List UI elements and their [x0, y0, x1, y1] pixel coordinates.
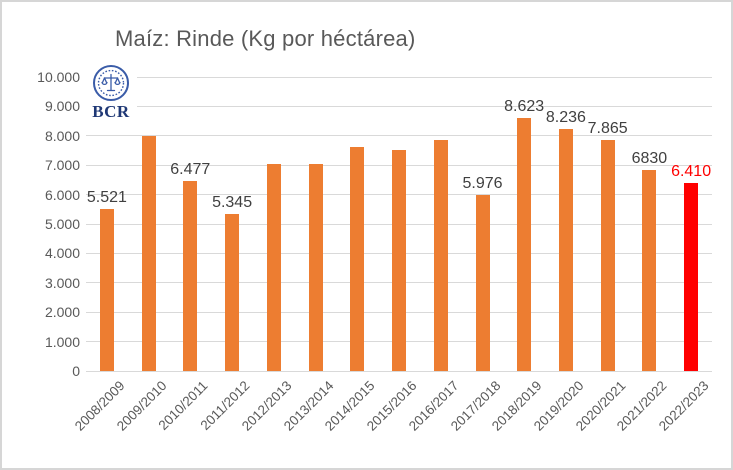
bar	[600, 139, 615, 371]
bar-value-label: 8.236	[545, 108, 586, 126]
bar	[350, 147, 365, 371]
y-axis-label: 10.000	[37, 69, 80, 85]
bar	[308, 163, 323, 371]
bar	[183, 180, 198, 371]
y-axis-label: 5.000	[44, 216, 80, 232]
bar	[392, 149, 406, 371]
bar	[99, 208, 114, 371]
y-axis-label: 4.000	[44, 245, 80, 262]
bar-value-label: 5.345	[212, 193, 253, 211]
bar	[517, 117, 532, 371]
y-axis-label: 6.000	[44, 186, 80, 203]
y-axis-label: 1.000	[44, 333, 80, 350]
bar-value-label: 6.410	[671, 162, 712, 180]
bar	[225, 213, 240, 371]
bar-value-label: 7.865	[587, 119, 628, 137]
x-axis-label: 2008/2009	[71, 378, 128, 434]
y-axis-label: 3.000	[44, 274, 80, 291]
bar-value-label: 5.521	[86, 188, 127, 206]
bar	[558, 128, 573, 371]
y-axis-label: 2.000	[44, 304, 80, 321]
gridline	[86, 135, 712, 137]
bar-value-label: 5.976	[462, 175, 503, 193]
gridline	[86, 370, 712, 372]
bar	[433, 140, 448, 371]
bar	[141, 135, 156, 371]
bcr-logo-text: BCR	[92, 102, 130, 121]
y-axis-label: 7.000	[44, 157, 80, 174]
bar-value-label: 8.623	[504, 97, 545, 115]
bar	[266, 163, 281, 371]
bar	[642, 170, 657, 371]
bar	[684, 182, 699, 371]
bcr-logo: BCR	[85, 64, 137, 128]
gridline	[86, 105, 712, 107]
y-axis-label: 0	[72, 363, 80, 379]
bar-value-label: 6.477	[170, 160, 211, 178]
y-axis-label: 8.000	[44, 127, 80, 144]
bcr-seal-icon	[93, 65, 129, 101]
bar-value-label: 6830	[631, 150, 668, 168]
gridline	[86, 76, 712, 78]
y-axis-label: 9.000	[44, 98, 80, 115]
chart-title: Maíz: Rinde (Kg por héctárea)	[115, 26, 416, 51]
bar	[475, 195, 490, 371]
